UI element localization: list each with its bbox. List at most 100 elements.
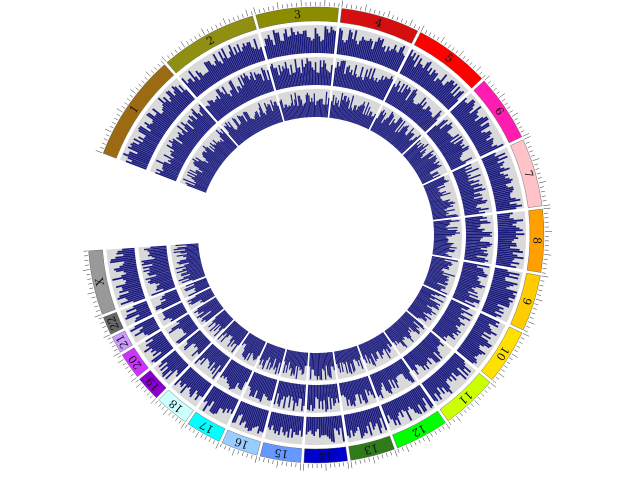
track-2-bar — [398, 99, 407, 111]
track-3-bar — [414, 155, 437, 171]
track-1-bar — [188, 78, 203, 94]
track-3-bar — [393, 323, 406, 338]
tick-mark — [465, 58, 469, 63]
track-2-bar — [365, 68, 376, 94]
track-1-bar — [273, 44, 278, 58]
track-3-bar — [335, 351, 340, 369]
tick-mark — [474, 400, 480, 406]
track-2-bar — [294, 72, 298, 87]
track-1-bar — [214, 65, 224, 79]
track-1-bar — [494, 269, 520, 276]
tick-mark — [540, 280, 545, 282]
tick-mark — [543, 204, 551, 206]
track-2-bar — [386, 366, 400, 389]
track-3-bar — [411, 303, 424, 313]
track-1-bar — [267, 34, 275, 59]
track-2-bar — [464, 253, 477, 257]
track-2-bar — [325, 384, 329, 410]
tick-mark — [212, 440, 215, 445]
track-1-bar — [488, 173, 504, 180]
track-1-bar — [207, 388, 220, 407]
tick-mark — [540, 191, 545, 193]
track-2-bar — [395, 361, 408, 380]
track-1-bar — [386, 402, 398, 426]
track-2-bar — [340, 382, 344, 396]
track-1-bar — [116, 251, 135, 255]
track-1-bar — [187, 82, 200, 97]
tick-mark — [144, 76, 148, 80]
track-1-bar — [433, 84, 444, 97]
track-1-bar — [122, 283, 142, 291]
track-2-bar — [440, 317, 458, 330]
track-3-bar — [358, 113, 364, 126]
track-2-bar — [215, 98, 228, 115]
track-3-bar — [423, 177, 445, 188]
track-2-bar — [445, 309, 459, 319]
track-3-bar — [243, 111, 258, 134]
track-2-bar — [264, 377, 272, 397]
track-3-bar — [343, 100, 351, 121]
track-3-bar — [376, 335, 391, 359]
track-2-bar — [369, 77, 378, 96]
track-2-bar — [460, 273, 480, 280]
track-2-bar — [389, 365, 398, 378]
track-2-bar — [356, 378, 365, 401]
track-2-bar — [396, 360, 411, 382]
track-2-bar — [443, 144, 465, 158]
track-1-bar — [465, 116, 488, 133]
track-3-bar — [192, 162, 215, 176]
track-1-bar — [306, 36, 310, 54]
track-1-bar — [293, 415, 297, 433]
track-2-bar — [162, 302, 183, 314]
track-2-bar — [187, 119, 206, 136]
ideogram-7 — [510, 139, 543, 208]
track-1-bar — [379, 51, 386, 65]
track-1-bar — [452, 353, 466, 366]
track-3-bar — [429, 200, 443, 205]
track-1-bar — [170, 359, 184, 372]
track-1-bar — [413, 67, 424, 82]
track-1-bar — [185, 371, 197, 385]
track-3-bar — [412, 301, 433, 316]
tick-mark — [150, 70, 155, 74]
track-3-bar — [202, 294, 215, 303]
track-2-bar — [263, 377, 271, 395]
track-3-bar — [427, 272, 449, 281]
track-2-bar — [162, 284, 175, 290]
track-1-bar — [138, 127, 161, 142]
track-1-bar — [228, 51, 240, 71]
track-1-bar — [387, 401, 397, 421]
track-2-bar — [163, 161, 182, 171]
track-2-bar — [151, 254, 168, 258]
track-1-bar — [207, 60, 221, 81]
track-1-bar — [271, 412, 277, 426]
tick-mark — [492, 380, 497, 384]
tick-mark — [525, 141, 530, 144]
track-2-bar — [276, 381, 284, 404]
track-3-bar — [433, 245, 457, 249]
tick-mark — [82, 269, 90, 271]
track-2-bar — [309, 61, 312, 86]
track-1-bar — [324, 416, 327, 435]
track-1-bar — [155, 341, 170, 352]
tick-mark — [149, 395, 153, 399]
track-2-bar — [450, 161, 467, 171]
track-1-bar — [372, 407, 383, 434]
track-3-bar — [374, 112, 387, 133]
track-1-bar — [468, 333, 490, 349]
track-1-bar — [390, 400, 400, 417]
track-3-bar — [433, 244, 451, 247]
track-2-bar — [461, 268, 488, 277]
track-2-bar — [444, 147, 463, 159]
track-1-bar — [479, 143, 504, 157]
track-1-bar — [451, 355, 472, 373]
track-2-bar — [237, 368, 249, 388]
tick-mark — [479, 71, 483, 75]
track-2-bar — [344, 382, 350, 400]
track-2-bar — [463, 263, 478, 268]
tick-mark — [113, 352, 120, 357]
track-3-bar — [347, 107, 353, 122]
track-3-bar — [254, 111, 265, 130]
tick-mark — [167, 55, 171, 59]
track-2-bar — [353, 77, 358, 90]
